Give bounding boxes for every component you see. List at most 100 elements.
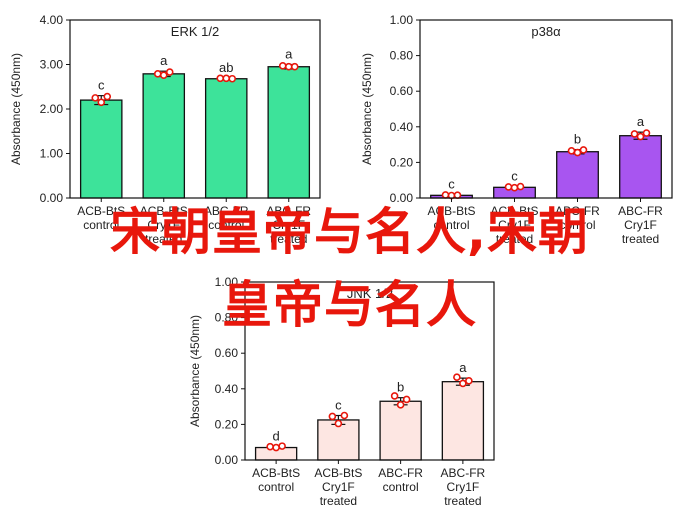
x-tick-label: ACB-BtS (140, 204, 188, 218)
data-point (453, 373, 461, 382)
chart-1: cACB-BtScontrolaACB-BtSCry1FtreatedabABC… (9, 13, 321, 246)
bar (79, 99, 123, 199)
data-point (441, 191, 450, 199)
y-tick-label: 0.40 (390, 120, 414, 134)
significance-letter: c (98, 78, 105, 93)
x-tick-label: treated (496, 232, 533, 246)
overlay-text-line1: 宋朝皇帝与名人,宋朝 (110, 203, 589, 261)
plot-frame (419, 19, 673, 199)
data-point (334, 419, 343, 428)
chart-title: ERK 1/2 (171, 24, 219, 39)
x-tick-label: Cry1F (322, 480, 355, 494)
x-tick-label: treated (444, 494, 481, 508)
y-tick-label: 0.00 (390, 191, 414, 205)
plot-frame (69, 19, 321, 199)
x-tick-label: ACB-BtS (252, 466, 300, 480)
significance-letter: a (637, 114, 645, 129)
y-tick-label: 0.80 (390, 49, 414, 63)
data-point (453, 191, 462, 199)
x-tick-label: ABC-FR (618, 204, 663, 218)
x-tick-label: ACB-BtS (490, 204, 538, 218)
data-point (290, 62, 299, 71)
x-tick-label: control (208, 218, 244, 232)
significance-letter: c (448, 177, 455, 192)
y-axis-label: Absorbance (450nm) (188, 315, 202, 427)
x-tick-label: ACB-BtS (314, 466, 362, 480)
x-tick-label: Cry1F (447, 480, 480, 494)
y-tick-label: 0.20 (215, 417, 239, 431)
data-point (228, 74, 237, 83)
y-tick-label: 0.20 (390, 155, 414, 169)
significance-letter: ab (219, 60, 233, 75)
y-tick-label: 0.60 (215, 346, 239, 360)
significance-letter: a (459, 360, 467, 375)
x-tick-label: ABC-FR (204, 204, 249, 218)
x-tick-label: control (383, 480, 419, 494)
data-point (278, 62, 287, 70)
data-point (504, 183, 513, 191)
data-point (396, 401, 405, 409)
bar (441, 381, 485, 461)
data-point (390, 392, 399, 400)
data-point (510, 183, 519, 192)
x-tick-label: ACB-BtS (77, 204, 125, 218)
y-tick-label: 0.00 (215, 453, 239, 467)
x-tick-label: control (258, 480, 294, 494)
data-point (272, 443, 280, 452)
y-axis-label: Absorbance (450nm) (9, 53, 23, 165)
y-tick-label: 0.80 (215, 311, 239, 325)
significance-letter: a (285, 47, 293, 62)
data-point (579, 146, 588, 154)
data-point (159, 71, 168, 79)
x-tick-label: control (83, 218, 119, 232)
x-tick-label: Cry1F (147, 218, 180, 232)
plot-frame (244, 281, 495, 461)
x-tick-label: Cry1F (272, 218, 305, 232)
data-point (165, 68, 174, 76)
x-tick-label: treated (622, 232, 659, 246)
data-point (465, 376, 473, 385)
data-point (459, 379, 467, 388)
data-point (103, 92, 112, 101)
data-point (216, 74, 225, 83)
y-tick-label: 4.00 (40, 13, 64, 27)
chart-2: cACB-BtScontrolcACB-BtSCry1FtreatedbABC-… (360, 13, 673, 246)
y-tick-label: 0.00 (40, 191, 64, 205)
significance-letter: c (335, 398, 342, 413)
x-tick-label: ABC-FR (266, 204, 311, 218)
significance-letter: b (574, 132, 581, 147)
data-point (91, 94, 100, 102)
y-tick-label: 3.00 (40, 58, 64, 72)
x-tick-label: ABC-FR (441, 466, 486, 480)
x-tick-label: treated (145, 232, 182, 246)
chart-title: p38α (531, 24, 561, 39)
significance-letter: a (160, 53, 168, 68)
data-point (630, 130, 639, 138)
bar (379, 400, 422, 461)
data-point (278, 442, 286, 450)
data-point (222, 74, 231, 83)
data-point (636, 132, 645, 141)
data-point (573, 148, 582, 157)
x-tick-label: treated (270, 232, 307, 246)
data-point (97, 98, 106, 107)
significance-letter: c (511, 168, 518, 183)
bar (619, 135, 662, 199)
data-point (328, 412, 337, 421)
significance-letter: d (273, 429, 280, 444)
y-tick-label: 1.00 (215, 275, 239, 289)
x-tick-label: ACB-BtS (427, 204, 475, 218)
y-axis-label: Absorbance (450nm) (360, 53, 374, 165)
data-point (266, 442, 274, 451)
bar (204, 78, 248, 199)
data-point (402, 395, 411, 404)
data-point (516, 182, 525, 191)
x-tick-label: ABC-FR (555, 204, 600, 218)
data-point (153, 70, 162, 78)
bar (267, 66, 311, 199)
y-tick-label: 2.00 (40, 102, 64, 116)
data-point (567, 147, 576, 155)
bar (142, 73, 186, 199)
y-tick-label: 1.00 (390, 13, 414, 27)
